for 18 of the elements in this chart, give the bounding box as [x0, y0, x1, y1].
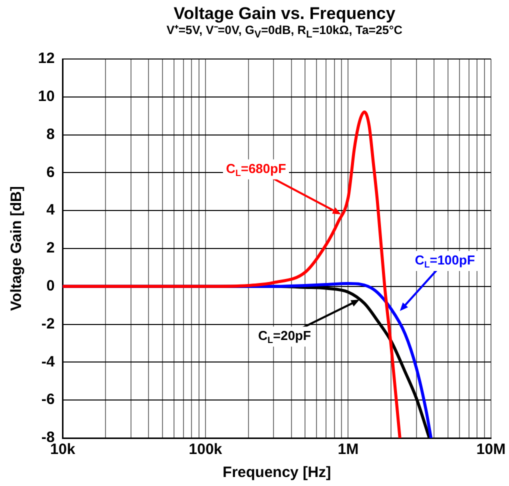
y-tick-label: 0	[46, 278, 55, 295]
y-tick-label: -4	[41, 354, 56, 371]
y-tick-label: 4	[46, 202, 56, 220]
x-tick-label: 10M	[476, 442, 506, 459]
y-tick-label: -6	[41, 392, 55, 409]
y-tick-label: 8	[46, 126, 55, 144]
y-axis-title: Voltage Gain [dB]	[8, 186, 26, 312]
x-tick-label: 100k	[188, 442, 223, 459]
x-axis-title: Frequency [Hz]	[222, 464, 332, 482]
y-tick-label: 10	[38, 88, 55, 106]
x-tick-label: 10k	[50, 442, 76, 459]
x-tick-label: 1M	[338, 442, 359, 459]
y-tick-label: -2	[41, 316, 55, 333]
chart-title: Voltage Gain vs. Frequency	[172, 3, 396, 23]
chart-subtitle: V⁺=5V, V⁻=0V, G$_{V}$=0dB, R$_{L}$=10kΩ, Ta=25°C	[166, 23, 404, 42]
y-tick-label: 6	[46, 164, 55, 182]
y-tick-label: 12	[38, 50, 55, 68]
y-tick-label: 2	[46, 240, 55, 258]
